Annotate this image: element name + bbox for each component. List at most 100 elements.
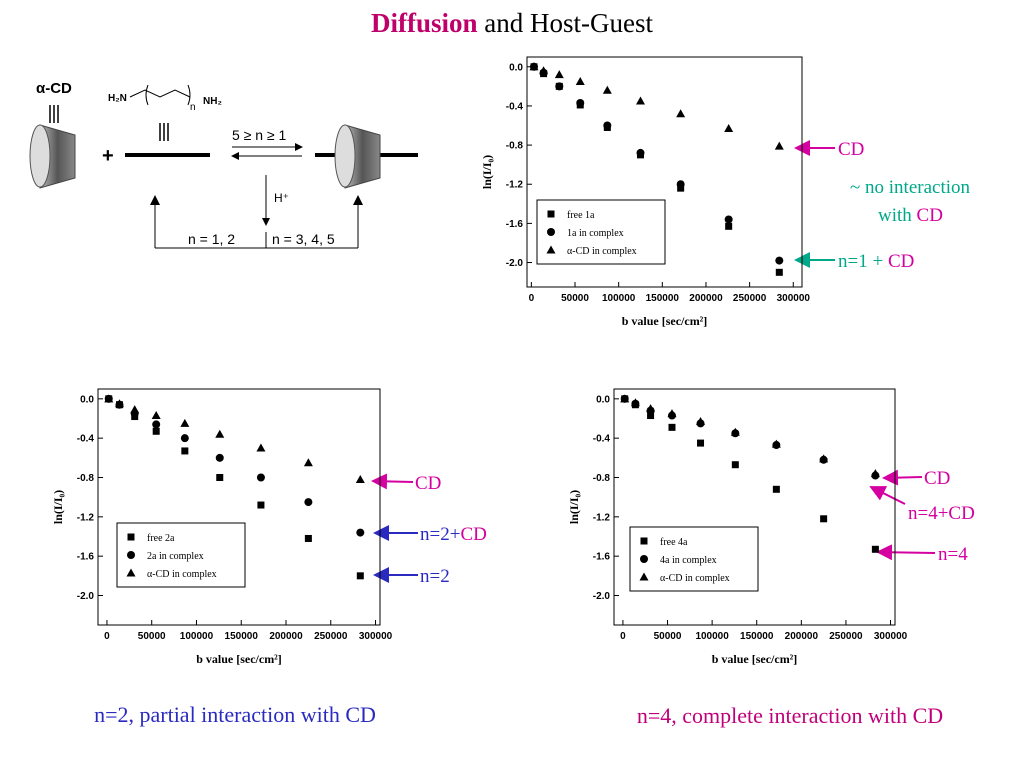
- annotation: CD: [415, 473, 441, 494]
- caption: n=4, complete interaction with CD: [637, 703, 943, 728]
- x-tick-label: 250000: [314, 631, 348, 642]
- marker: [676, 180, 685, 189]
- y-tick-label: -1.6: [77, 552, 95, 563]
- y-tick-label: -1.2: [77, 512, 95, 523]
- marker: [180, 418, 190, 427]
- x-tick-label: 0: [104, 631, 110, 642]
- marker: [180, 434, 189, 443]
- y-tick-label: -1.2: [593, 512, 611, 523]
- acid: H⁺: [274, 191, 289, 205]
- plot-frame: [526, 56, 803, 288]
- marker: [575, 76, 585, 85]
- annotation: n=2: [420, 566, 450, 587]
- marker: [819, 454, 829, 463]
- annotation: n=4: [938, 544, 968, 565]
- marker: [772, 485, 780, 493]
- marker: [730, 427, 740, 436]
- x-axis-label: b value [sec/cm²]: [622, 314, 708, 328]
- annotation: with: [878, 205, 912, 226]
- legend-label: free 1a: [567, 210, 595, 221]
- amine-n: n: [190, 102, 196, 113]
- plot-frame: [97, 388, 381, 626]
- marker: [104, 394, 114, 403]
- annotation: n=1 + CD: [838, 251, 914, 272]
- x-tick-label: 300000: [359, 631, 393, 642]
- marker: [216, 474, 224, 481]
- y-tick-label: -0.8: [593, 473, 611, 484]
- marker: [602, 85, 612, 94]
- x-tick-label: 0: [529, 293, 535, 304]
- marker: [620, 394, 630, 403]
- marker: [181, 447, 189, 455]
- x-tick-label: 100000: [180, 631, 214, 642]
- marker: [636, 148, 645, 157]
- marker: [555, 82, 564, 91]
- marker: [304, 498, 313, 507]
- marker: [215, 429, 225, 438]
- title-rest: and Host-Guest: [484, 8, 653, 38]
- marker: [771, 439, 781, 448]
- annotation: with CD: [878, 205, 943, 226]
- x-tick-label: 200000: [785, 631, 819, 642]
- marker: [529, 62, 539, 71]
- annotation: CD: [917, 205, 943, 226]
- y-tick-label: -0.8: [506, 141, 524, 152]
- legend-box: [116, 522, 246, 588]
- host-label: α-CD: [36, 80, 72, 97]
- legend-label: free 2a: [147, 533, 175, 544]
- annotation: n=1 +: [838, 251, 883, 272]
- marker: [775, 256, 784, 265]
- marker: [871, 545, 879, 553]
- x-tick-label: 250000: [829, 631, 863, 642]
- marker: [151, 411, 161, 420]
- marker: [152, 420, 161, 429]
- marker: [635, 96, 645, 105]
- amine-left: H₂N: [108, 93, 127, 104]
- marker: [215, 453, 224, 462]
- y-axis-label: ln(I/I₀): [480, 155, 494, 189]
- marker: [547, 210, 555, 218]
- annotation: CD: [924, 468, 950, 489]
- marker: [731, 461, 739, 469]
- y-axis-label: ln(I/I₀): [51, 490, 65, 524]
- annotation: n=2+CD: [420, 524, 487, 545]
- legend-label: α-CD in complex: [147, 569, 217, 580]
- annotation: CD: [838, 139, 864, 160]
- caption: n=2, partial interaction with CD: [94, 702, 376, 727]
- legend-label: 1a in complex: [567, 228, 624, 239]
- marker: [127, 551, 135, 559]
- marker: [640, 555, 648, 563]
- svg-text:+: +: [102, 145, 114, 167]
- x-tick-label: 50000: [654, 631, 682, 642]
- legend-box: [536, 199, 666, 265]
- marker: [130, 405, 140, 414]
- y-tick-label: -2.0: [593, 591, 611, 602]
- x-tick-label: 150000: [740, 631, 774, 642]
- y-tick-label: -1.2: [506, 180, 524, 191]
- condition: 5 ≥ n ≥ 1: [232, 127, 286, 143]
- marker: [603, 121, 612, 130]
- y-tick-label: -0.4: [77, 434, 95, 445]
- annotation: CD: [888, 251, 914, 272]
- y-tick-label: -0.4: [593, 434, 611, 445]
- chart: 0.0 -0.4 -0.8 -1.2 -1.6 -2.0 0 50000 100000 15000…: [51, 388, 393, 666]
- x-tick-label: 300000: [777, 293, 811, 304]
- y-axis-label: ln(I/I₀): [567, 490, 581, 524]
- x-tick-label: 100000: [602, 293, 636, 304]
- marker: [539, 66, 549, 75]
- marker: [554, 70, 564, 79]
- y-tick-label: 0.0: [509, 62, 523, 73]
- marker: [355, 474, 365, 483]
- marker: [630, 398, 640, 407]
- x-tick-label: 300000: [874, 631, 908, 642]
- y-tick-label: -2.0: [506, 258, 524, 269]
- marker: [126, 568, 136, 577]
- amine-right: NH₂: [203, 96, 222, 107]
- y-tick-label: 0.0: [80, 394, 94, 405]
- x-tick-label: 200000: [689, 293, 723, 304]
- y-tick-label: -1.6: [593, 552, 611, 563]
- marker: [725, 222, 733, 230]
- x-tick-label: 150000: [646, 293, 680, 304]
- marker: [152, 427, 160, 435]
